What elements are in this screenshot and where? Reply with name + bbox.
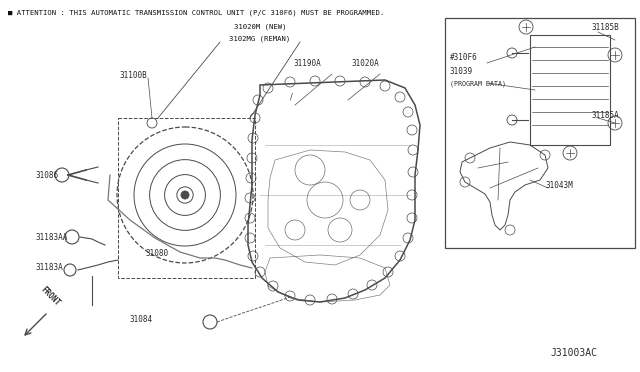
Text: 31043M: 31043M: [546, 182, 573, 190]
Bar: [530, 35, 610, 145]
Text: 31039: 31039: [450, 67, 473, 77]
Text: /: /: [290, 93, 293, 102]
Circle shape: [181, 191, 189, 199]
Text: 31020M (NEW): 31020M (NEW): [234, 24, 286, 31]
Text: 3102MG (REMAN): 3102MG (REMAN): [229, 35, 291, 42]
Text: 31086: 31086: [36, 170, 59, 180]
Text: FRONT: FRONT: [38, 285, 61, 308]
Text: 31190A: 31190A: [294, 58, 322, 67]
Text: 31185A: 31185A: [592, 110, 620, 119]
Text: #310F6: #310F6: [450, 54, 477, 62]
Text: 31084: 31084: [130, 315, 153, 324]
Text: 31080: 31080: [145, 248, 168, 257]
Text: 31183AA: 31183AA: [36, 232, 68, 241]
Text: (PROGRAM DATA): (PROGRAM DATA): [450, 81, 506, 87]
Text: J31003AC: J31003AC: [550, 348, 597, 358]
Bar: [445, 18, 635, 248]
Text: 31100B: 31100B: [119, 71, 147, 80]
Text: 31183A: 31183A: [36, 263, 64, 273]
Text: 31020A: 31020A: [352, 58, 380, 67]
Text: 31185B: 31185B: [592, 23, 620, 32]
Text: ■ ATTENTION : THIS AUTOMATIC TRANSMISSION CONTROL UNIT (P/C 310F6) MUST BE PROGR: ■ ATTENTION : THIS AUTOMATIC TRANSMISSIO…: [8, 10, 384, 16]
